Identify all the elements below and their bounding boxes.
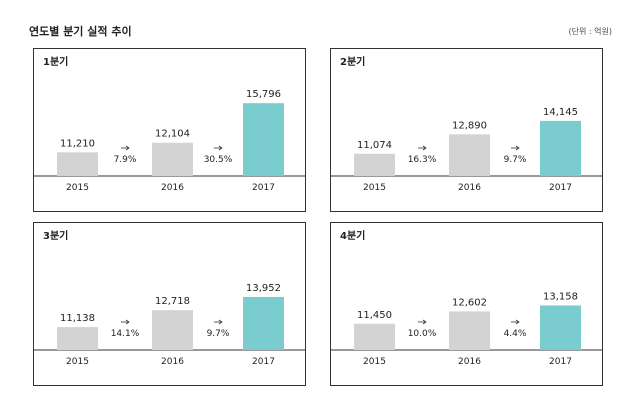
tick-label: 2015 — [363, 357, 386, 367]
value-label: 15,796 — [246, 89, 281, 100]
growth-arrow-icon — [121, 319, 130, 325]
bar-2015 — [57, 152, 98, 176]
tick-label: 2017 — [549, 357, 572, 367]
bar-2017 — [243, 103, 284, 176]
value-label: 11,074 — [357, 140, 392, 151]
tick-label: 2015 — [66, 357, 89, 367]
bar-2015 — [354, 153, 395, 176]
panel-q4: 4분기 11,450 2015 12,602 2016 13,158 2017 10.0% 4… — [330, 222, 603, 386]
growth-arrow-icon — [511, 319, 520, 325]
bar-2016 — [449, 134, 490, 176]
growth-label: 14.1% — [111, 329, 140, 339]
chart-q1: 11,210 2015 12,104 2016 15,796 2017 7.9% 30.5% — [34, 89, 305, 193]
panel-q3: 3분기 11,138 2015 12,718 2016 13,952 2017 14.1% 9… — [33, 222, 306, 386]
value-label: 12,104 — [155, 129, 190, 140]
value-label: 14,145 — [543, 107, 578, 118]
tick-label: 2016 — [458, 357, 481, 367]
value-label: 12,718 — [155, 296, 190, 307]
bar-2016 — [152, 310, 193, 350]
panel-label: 1분기 — [43, 57, 69, 68]
chart-title: 연도별 분기 실적 추이 — [29, 25, 132, 38]
panel-label: 2분기 — [340, 57, 366, 68]
value-label: 11,138 — [60, 313, 95, 324]
panel-label: 3분기 — [43, 231, 69, 242]
bar-2015 — [57, 327, 98, 350]
growth-label: 9.7% — [504, 155, 527, 165]
growth-arrow-icon — [121, 145, 130, 151]
bar-2017 — [540, 305, 581, 350]
tick-label: 2015 — [363, 183, 386, 193]
growth-arrow-icon — [214, 319, 223, 325]
growth-label: 4.4% — [504, 329, 527, 339]
tick-label: 2016 — [458, 183, 481, 193]
value-label: 12,602 — [452, 297, 487, 308]
growth-arrow-icon — [418, 145, 427, 151]
bar-2016 — [152, 142, 193, 176]
growth-label: 9.7% — [207, 329, 230, 339]
tick-label: 2017 — [252, 183, 275, 193]
value-label: 12,890 — [452, 120, 487, 131]
bar-2017 — [540, 120, 581, 176]
tick-label: 2016 — [161, 183, 184, 193]
growth-label: 16.3% — [408, 155, 437, 165]
panel-label: 4분기 — [340, 231, 366, 242]
value-label: 13,158 — [543, 291, 578, 302]
panel-q2: 2분기 11,074 2015 12,890 2016 14,145 2017 16.3% 9… — [330, 48, 603, 212]
tick-label: 2015 — [66, 183, 89, 193]
bar-2016 — [449, 311, 490, 350]
bar-2017 — [243, 296, 284, 350]
tick-label: 2016 — [161, 357, 184, 367]
panel-q1: 1분기 11,210 2015 12,104 2016 15,796 2017 7.9% 30… — [33, 48, 306, 212]
growth-label: 10.0% — [408, 329, 437, 339]
value-label: 13,952 — [246, 283, 281, 294]
chart-q4: 11,450 2015 12,602 2016 13,158 2017 10.0% 4.4% — [331, 291, 602, 367]
bar-2015 — [354, 323, 395, 350]
tick-label: 2017 — [252, 357, 275, 367]
growth-arrow-icon — [214, 145, 223, 151]
chart-q3: 11,138 2015 12,718 2016 13,952 2017 14.1% 9.7% — [34, 283, 305, 367]
unit-label: (단위 : 억원) — [568, 27, 612, 36]
growth-arrow-icon — [511, 145, 520, 151]
value-label: 11,210 — [60, 138, 95, 149]
value-label: 11,450 — [357, 310, 392, 321]
chart-q2: 11,074 2015 12,890 2016 14,145 2017 16.3% 9.7% — [331, 107, 602, 193]
growth-label: 30.5% — [204, 155, 233, 165]
tick-label: 2017 — [549, 183, 572, 193]
growth-label: 7.9% — [114, 155, 137, 165]
growth-arrow-icon — [418, 319, 427, 325]
